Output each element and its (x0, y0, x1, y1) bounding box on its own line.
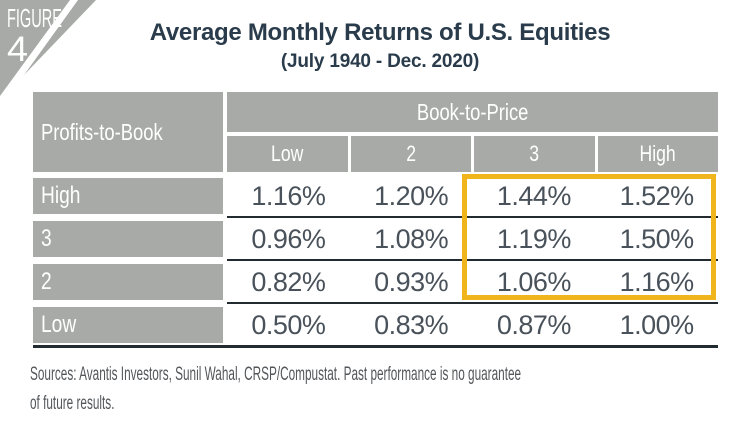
row-data-cells: 0.96% 1.08% 1.19% 1.50% (227, 221, 718, 257)
column-group-header-cell: Book-to-Price (227, 92, 718, 132)
column-header-3: 3 (474, 136, 595, 172)
figure-subtitle: (July 1940 - Dec. 2020) (280, 51, 480, 72)
row-data-cells: 1.16% 1.20% 1.44% 1.52% (227, 178, 718, 214)
column-header-high: High (597, 136, 718, 172)
row-data-cells: 0.82% 0.93% 1.06% 1.16% (227, 264, 718, 300)
value-cell: 0.50% (251, 309, 326, 340)
bottom-gap (33, 343, 718, 345)
value-cell: 1.00% (619, 309, 695, 340)
column-group-header-label: Book-to-Price (416, 98, 529, 125)
value-cell: 0.93% (374, 266, 449, 297)
table-row-low: Low 0.50% 0.83% 0.87% 1.00% (33, 307, 718, 343)
row-data-cells: 0.50% 0.83% 0.87% 1.00% (227, 307, 718, 343)
column-header-low-label: Low (271, 141, 304, 166)
figure-title: Average Monthly Returns of U.S. Equities (149, 19, 611, 46)
value-cell: 1.08% (374, 223, 449, 254)
badge-figure-number: 4 (7, 30, 28, 69)
footnote-line-1: Sources: Avantis Investors, Sunil Wahal,… (30, 360, 740, 389)
row-label-cell: Low (33, 307, 223, 343)
footnote-text-2: of future results. (30, 393, 115, 414)
column-header-2-label: 2 (405, 141, 416, 166)
value-cell: 1.52% (619, 180, 695, 211)
column-header-high-label: High (639, 141, 676, 166)
badge-main-triangle (0, 0, 70, 96)
column-header-low: Low (227, 136, 348, 172)
row-label: 2 (41, 268, 52, 295)
value-cell: 0.83% (374, 309, 449, 340)
table-bottom-rule (33, 345, 718, 348)
returns-table: Profits-to-Book Book-to-Price Low 2 3 Hi… (33, 92, 718, 348)
value-cell: 1.20% (374, 180, 449, 211)
column-headers-row: Low 2 3 High (227, 136, 718, 172)
table-row-3: 3 0.96% 1.08% 1.19% 1.50% (33, 221, 718, 257)
row-label-cell: 3 (33, 221, 223, 257)
table-row-high: High 1.16% 1.20% 1.44% 1.52% (33, 178, 718, 214)
value-cell: 0.96% (251, 223, 326, 254)
table-row-2: 2 0.82% 0.93% 1.06% 1.16% (33, 264, 718, 300)
footnote-text-1: Sources: Avantis Investors, Sunil Wahal,… (30, 364, 522, 385)
row-dimension-header-label: Profits-to-Book (41, 118, 163, 145)
row-separator (33, 300, 718, 307)
badge-figure-label: FIGURE (7, 3, 62, 33)
column-header-2: 2 (350, 136, 471, 172)
row-dimension-header-cell: Profits-to-Book (33, 92, 223, 172)
row-label-cell: 2 (33, 264, 223, 300)
row-label-cell: High (33, 178, 223, 214)
column-group-area: Book-to-Price Low 2 3 High (227, 92, 718, 172)
source-footnote: Sources: Avantis Investors, Sunil Wahal,… (30, 360, 740, 418)
figure-badge: FIGURE 4 (0, 0, 96, 96)
value-cell: 1.16% (619, 266, 695, 297)
row-label: Low (41, 311, 77, 338)
value-cell: 1.06% (496, 266, 572, 297)
row-separator (33, 257, 718, 264)
value-cell: 1.44% (496, 180, 572, 211)
value-cell: 0.87% (496, 309, 572, 340)
badge-slash-triangle (24, 0, 96, 75)
value-cell: 1.19% (496, 223, 572, 254)
value-cell: 1.16% (251, 180, 326, 211)
table-header: Profits-to-Book Book-to-Price Low 2 3 Hi… (33, 92, 718, 172)
column-header-3-label: 3 (529, 141, 540, 166)
footnote-line-2: of future results. (30, 389, 740, 418)
row-separator (33, 214, 718, 221)
value-cell: 1.50% (619, 223, 695, 254)
row-label: High (41, 182, 81, 209)
value-cell: 0.82% (251, 266, 326, 297)
figure-header: Average Monthly Returns of U.S. Equities… (80, 18, 680, 73)
row-label: 3 (41, 225, 52, 252)
